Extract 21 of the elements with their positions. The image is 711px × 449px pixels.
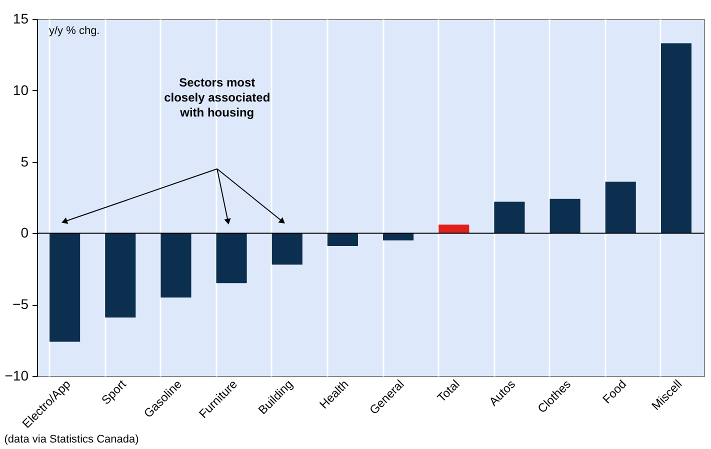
bar [660, 43, 692, 234]
bar [272, 233, 302, 265]
y-axis-title: y/y % chg. [49, 25, 100, 37]
annotation: Sectors most closely associated with housing [164, 75, 270, 120]
y-tick-label: −5 [12, 296, 29, 312]
bar [383, 233, 414, 240]
bar [50, 233, 80, 342]
y-tick-label: 10 [12, 82, 29, 98]
bar [216, 233, 247, 284]
y-tick-label: −10 [4, 368, 29, 384]
y-tick-label: 15 [12, 10, 29, 26]
bar [605, 182, 636, 234]
y-tick-label: 0 [20, 224, 29, 241]
bar [550, 198, 580, 234]
bar [327, 233, 358, 246]
bar [105, 233, 136, 318]
text: (data via Statistics Canada) [4, 434, 139, 446]
y-tick-label: 5 [20, 153, 29, 170]
bar [160, 233, 192, 298]
bar [494, 202, 525, 234]
bar [438, 224, 470, 234]
